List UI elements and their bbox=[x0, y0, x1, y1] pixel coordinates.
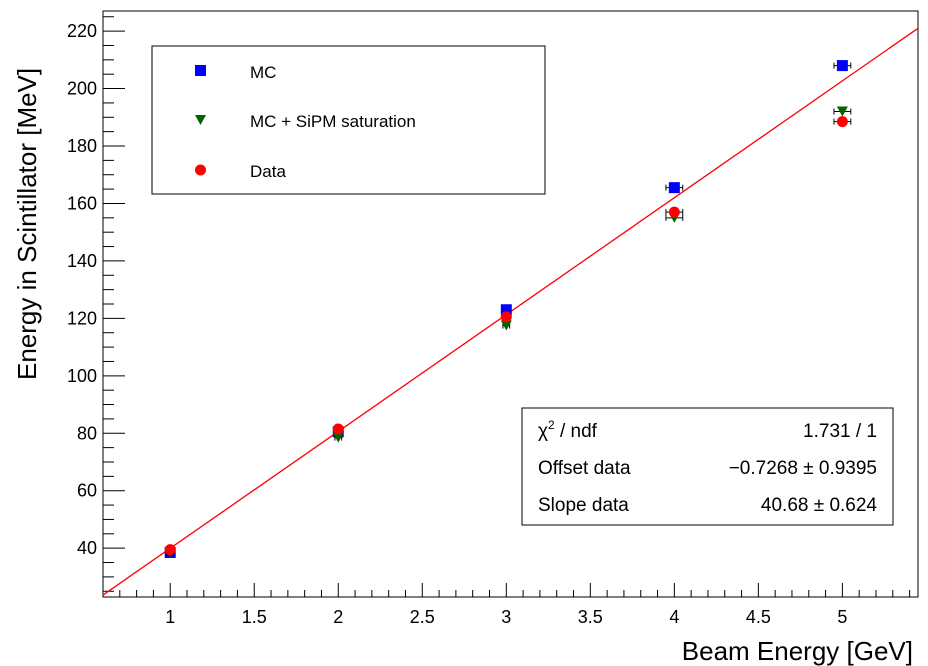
x-tick-label: 2.5 bbox=[410, 607, 435, 627]
x-tick-label: 4 bbox=[669, 607, 679, 627]
point-circle bbox=[164, 544, 176, 556]
y-tick-label: 180 bbox=[67, 136, 97, 156]
y-tick-label: 100 bbox=[67, 366, 97, 386]
data-points bbox=[164, 60, 852, 558]
legend-marker-mc-sipm bbox=[195, 115, 206, 125]
y-axis: 40 60 80 100 120 140 160 180 200 220 bbox=[67, 16, 125, 592]
x-tick-label: 1.5 bbox=[242, 607, 267, 627]
legend-label-mc-sipm: MC + SiPM saturation bbox=[250, 112, 416, 131]
legend: MC MC + SiPM saturation Data bbox=[151, 45, 546, 195]
point-circle bbox=[836, 116, 848, 128]
point-circle bbox=[668, 206, 680, 218]
stats-offset-label: Offset data bbox=[538, 458, 631, 479]
y-tick-label: 60 bbox=[77, 481, 97, 501]
x-tick-label: 3 bbox=[501, 607, 511, 627]
point-circle bbox=[500, 311, 512, 323]
stats-box-frame bbox=[521, 407, 894, 526]
y-tick-label: 200 bbox=[67, 79, 97, 99]
point-triangle-down bbox=[500, 320, 512, 331]
stats-slope-value: 40.68 ± 0.624 bbox=[761, 495, 878, 516]
y-axis-label: Energy in Scintillator [MeV] bbox=[12, 68, 42, 380]
y-tick-label: 160 bbox=[67, 193, 97, 213]
x-tick-label: 1 bbox=[165, 607, 175, 627]
x-tick-label: 3.5 bbox=[578, 607, 603, 627]
x-axis: 1 1.5 2 2.5 3 3.5 4 4.5 5 bbox=[102, 583, 911, 627]
point-triangle-down bbox=[836, 106, 848, 117]
legend-box bbox=[151, 45, 546, 195]
legend-label-mc: MC bbox=[250, 63, 276, 82]
x-tick-label: 2 bbox=[333, 607, 343, 627]
legend-marker-mc bbox=[195, 65, 206, 76]
y-tick-label: 120 bbox=[67, 308, 97, 328]
point-square bbox=[668, 182, 680, 194]
y-tick-label: 40 bbox=[77, 538, 97, 558]
point-circle bbox=[332, 423, 344, 435]
x-axis-label: Beam Energy [GeV] bbox=[682, 636, 913, 666]
stats-chi2-label: χ2 / ndf bbox=[538, 418, 598, 442]
stats-slope-label: Slope data bbox=[538, 495, 629, 516]
x-tick-label: 5 bbox=[837, 607, 847, 627]
stats-box: χ2 / ndf 1.731 / 1 Offset data −0.7268 ±… bbox=[521, 407, 894, 526]
point-square bbox=[836, 60, 848, 72]
point-triangle-down bbox=[332, 432, 344, 443]
y-tick-label: 80 bbox=[77, 423, 97, 443]
point-square bbox=[500, 304, 512, 316]
stats-chi2-value: 1.731 / 1 bbox=[803, 421, 877, 442]
stats-offset-value: −0.7268 ± 0.9395 bbox=[729, 458, 877, 479]
y-tick-label: 140 bbox=[67, 251, 97, 271]
legend-label-data: Data bbox=[250, 162, 286, 181]
legend-marker-data bbox=[195, 164, 206, 176]
y-tick-label: 220 bbox=[67, 21, 97, 41]
x-tick-label: 4.5 bbox=[746, 607, 771, 627]
